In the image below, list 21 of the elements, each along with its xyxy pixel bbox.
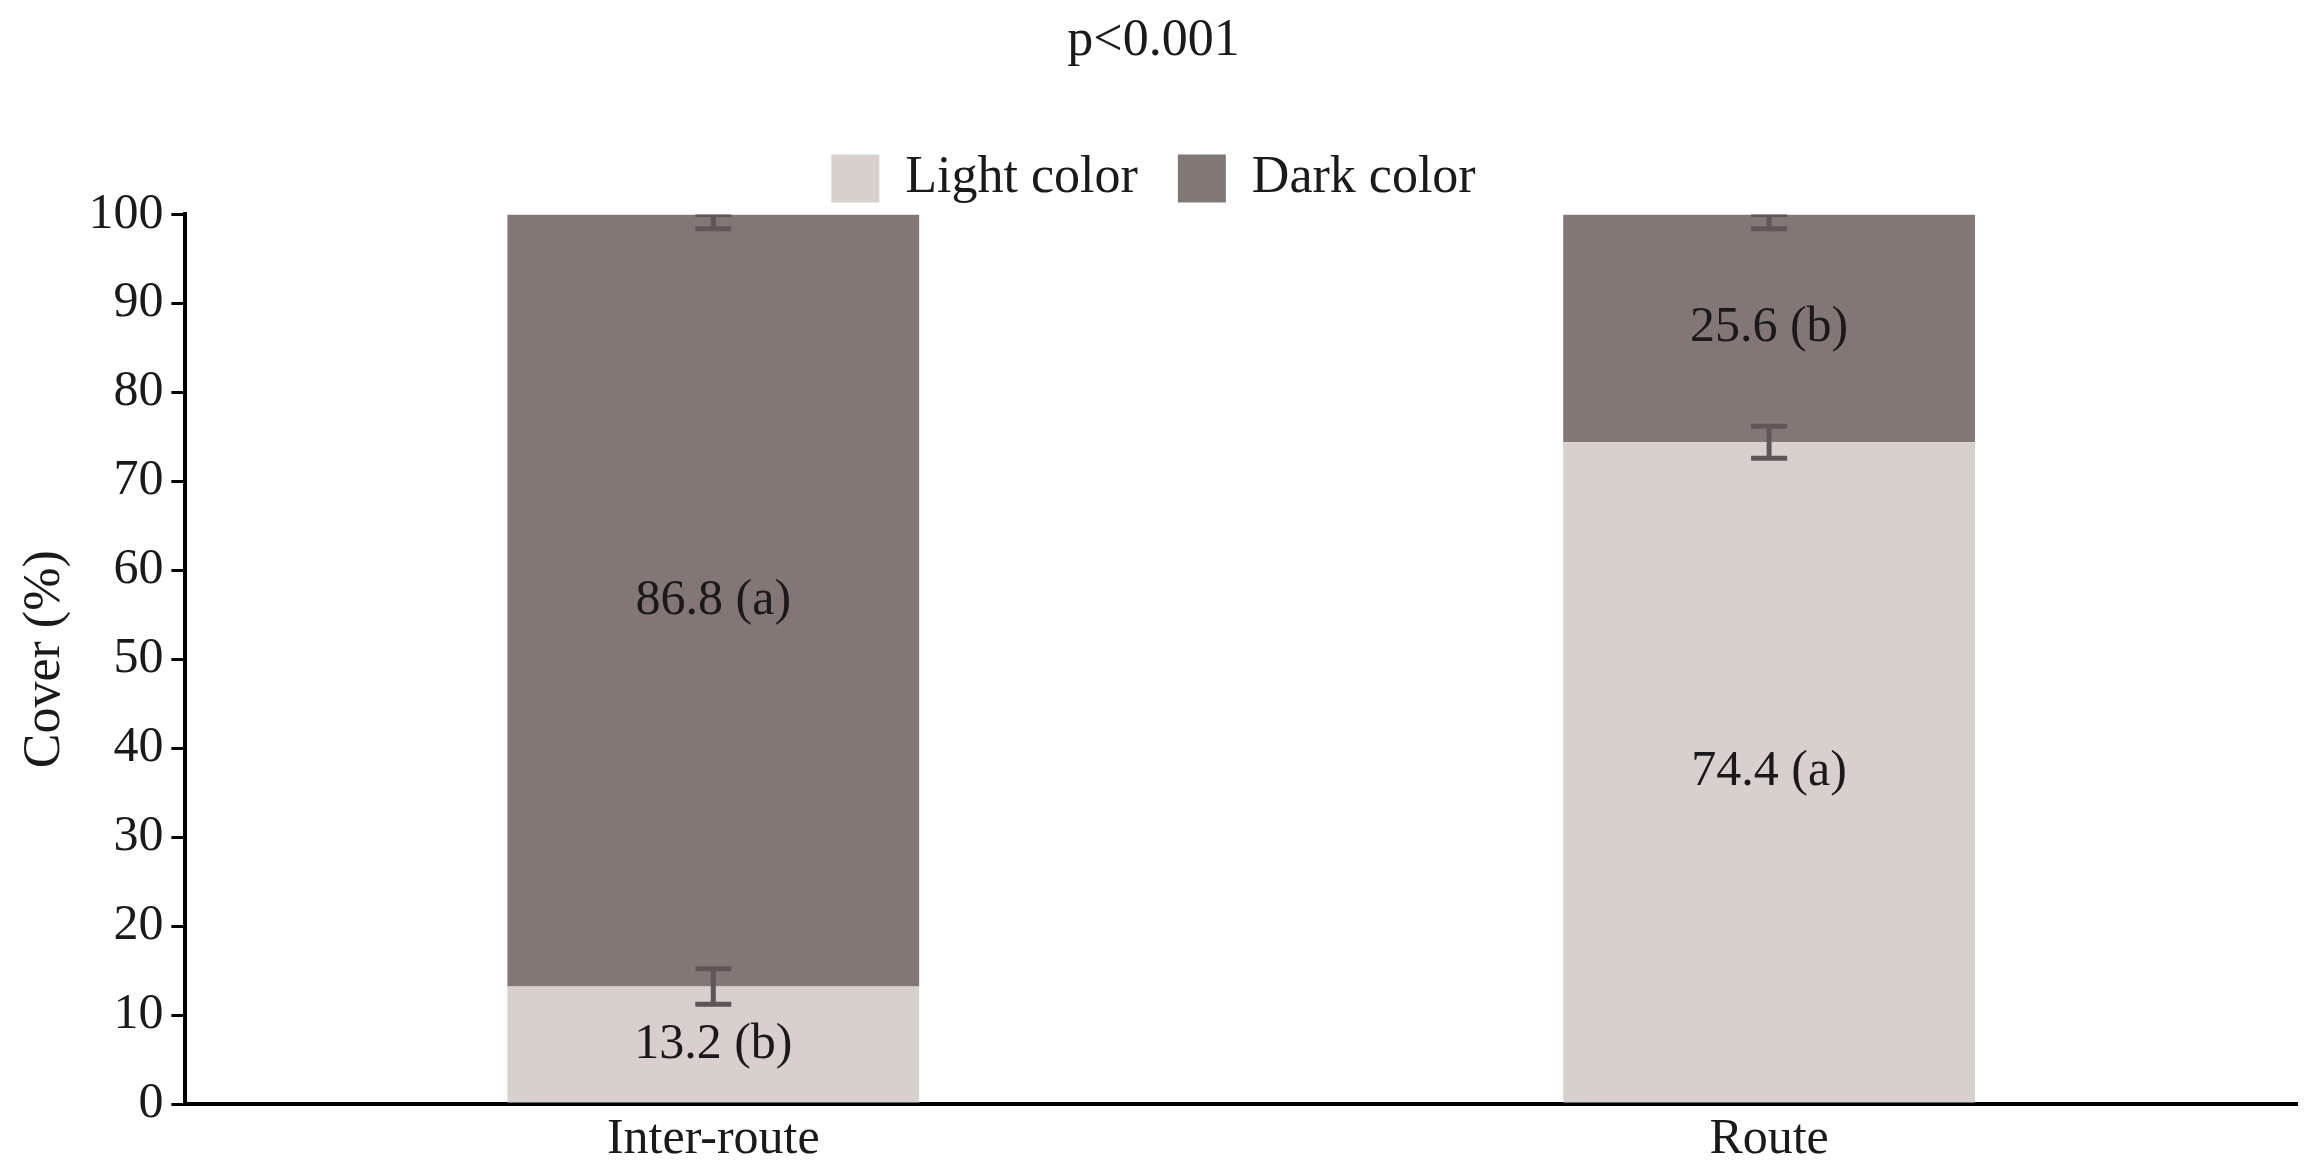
- y-axis-title: Cover (%): [12, 550, 71, 769]
- y-tick-label: 80: [113, 360, 164, 417]
- data-label: 86.8 (a): [635, 568, 792, 625]
- y-tick-label: 100: [88, 182, 164, 239]
- y-tick-label: 40: [113, 716, 164, 773]
- chart-title: p<0.001: [1067, 8, 1240, 66]
- data-label: 25.6 (b): [1689, 296, 1849, 353]
- legend-label: Light color: [905, 146, 1138, 204]
- x-tick-label: Route: [1709, 1108, 1829, 1165]
- y-tick-label: 20: [113, 894, 164, 951]
- y-tick-label: 30: [113, 805, 164, 862]
- x-tick-label: Inter-route: [606, 1108, 820, 1165]
- y-tick-label: 0: [138, 1072, 164, 1129]
- y-tick-label: 10: [113, 983, 164, 1040]
- y-tick-label: 60: [113, 538, 164, 595]
- data-label: 13.2 (b): [634, 1012, 793, 1069]
- y-tick-label: 70: [113, 449, 164, 506]
- y-tick-label: 90: [113, 271, 164, 328]
- data-label: 74.4 (a): [1691, 740, 1847, 797]
- y-tick-label: 50: [113, 627, 164, 684]
- legend-label: Dark color: [1251, 146, 1476, 204]
